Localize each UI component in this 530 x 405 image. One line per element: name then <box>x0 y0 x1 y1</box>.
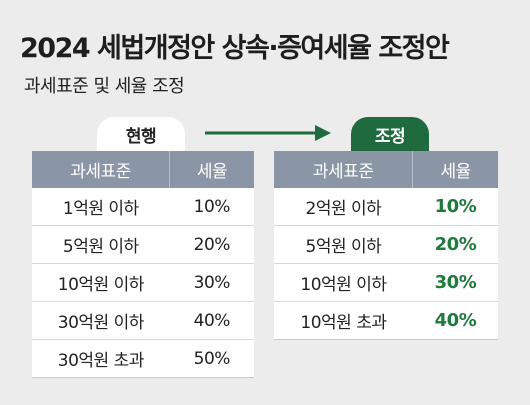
table-row: 10억원 이하 30% <box>274 263 498 302</box>
table-row: 30억원 초과 50% <box>32 339 254 378</box>
table-row: 10억원 초과 40% <box>274 301 498 340</box>
table-header-row: 과세표준 세율 <box>32 151 254 188</box>
tax-base-cell: 2억원 이하 <box>274 188 413 226</box>
header-tax-base: 과세표준 <box>32 151 171 188</box>
tax-rate-cell: 40% <box>169 301 254 340</box>
tax-base-cell: 30억원 초과 <box>32 339 170 378</box>
table-header-row: 과세표준 세율 <box>274 151 498 188</box>
tax-base-cell: 5억원 이하 <box>32 225 170 264</box>
tax-rate-cell: 40% <box>412 301 498 340</box>
current-label-tab: 현행 <box>97 117 185 151</box>
header-tax-base: 과세표준 <box>274 151 414 188</box>
header-tax-rate: 세율 <box>169 151 254 188</box>
table-row: 2억원 이하 10% <box>274 188 498 226</box>
tax-base-cell: 1억원 이하 <box>32 188 170 226</box>
adjusted-label-tab: 조정 <box>351 117 429 151</box>
tax-rate-cell: 10% <box>412 188 498 226</box>
tax-base-cell: 5억원 이하 <box>274 225 413 264</box>
header-tax-rate: 세율 <box>412 151 498 188</box>
table-row: 10억원 이하 30% <box>32 263 254 302</box>
page-title: 2024 세법개정안 상속·증여세율 조정안 <box>20 33 450 64</box>
tax-base-cell: 10억원 이하 <box>274 263 413 302</box>
tax-rate-cell: 30% <box>412 263 498 302</box>
tax-base-cell: 30억원 이하 <box>32 301 170 340</box>
adjusted-rate-table: 과세표준 세율 2억원 이하 10% 5억원 이하 20% 10억원 이하 30… <box>274 151 498 340</box>
tax-rate-cell: 20% <box>169 225 254 264</box>
table-row: 5억원 이하 20% <box>274 225 498 264</box>
page-subtitle: 과세표준 및 세율 조정 <box>24 76 185 97</box>
tax-rate-cell: 20% <box>412 225 498 264</box>
tax-base-cell: 10억원 이하 <box>32 263 170 302</box>
table-row: 1억원 이하 10% <box>32 188 254 226</box>
tax-base-cell: 10억원 초과 <box>274 301 413 340</box>
arrow-right-icon <box>205 125 331 141</box>
table-row: 5억원 이하 20% <box>32 225 254 264</box>
tax-rate-cell: 10% <box>169 188 254 226</box>
tax-rate-cell: 50% <box>169 339 254 378</box>
tax-rate-cell: 30% <box>169 263 254 302</box>
current-rate-table: 과세표준 세율 1억원 이하 10% 5억원 이하 20% 10억원 이하 30… <box>32 151 254 378</box>
table-row: 30억원 이하 40% <box>32 301 254 340</box>
